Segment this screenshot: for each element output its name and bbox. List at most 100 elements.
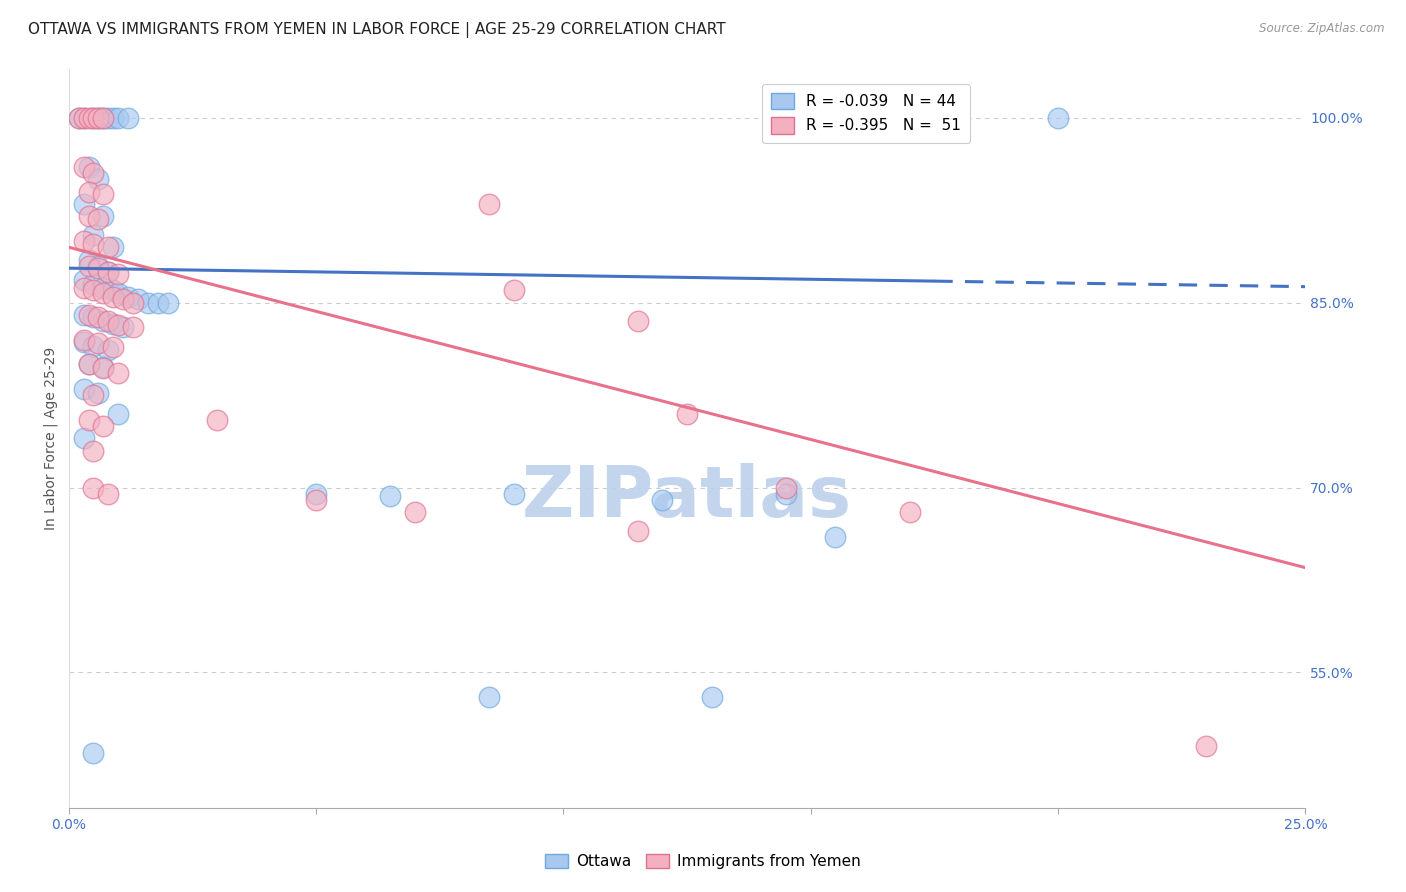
Point <box>305 492 328 507</box>
Point <box>72 111 94 125</box>
Point <box>93 418 115 433</box>
Point <box>97 111 120 125</box>
Point <box>82 746 104 760</box>
Point <box>205 413 228 427</box>
Point <box>77 160 100 174</box>
Text: ZIPatlas: ZIPatlas <box>522 463 852 532</box>
Point <box>478 690 501 704</box>
Point <box>103 289 125 303</box>
Point <box>72 333 94 347</box>
Point <box>97 486 120 500</box>
Point <box>103 111 125 125</box>
Point <box>87 111 110 125</box>
Point <box>651 492 673 507</box>
Text: Source: ZipAtlas.com: Source: ZipAtlas.com <box>1260 22 1385 36</box>
Point <box>82 443 104 458</box>
Point <box>97 314 120 328</box>
Point <box>824 530 846 544</box>
Point <box>82 111 104 125</box>
Legend: Ottawa, Immigrants from Yemen: Ottawa, Immigrants from Yemen <box>538 847 868 875</box>
Point <box>112 320 135 334</box>
Point <box>77 413 100 427</box>
Point <box>127 292 149 306</box>
Point <box>156 295 179 310</box>
Point <box>122 295 145 310</box>
Point <box>77 308 100 322</box>
Point <box>72 234 94 248</box>
Point <box>93 210 115 224</box>
Point <box>93 361 115 376</box>
Point <box>77 357 100 371</box>
Point <box>775 486 797 500</box>
Point <box>1195 739 1218 754</box>
Point <box>305 486 328 500</box>
Point <box>72 197 94 211</box>
Point <box>93 111 115 125</box>
Point <box>82 284 104 298</box>
Point <box>478 197 501 211</box>
Point <box>107 318 129 332</box>
Legend: R = -0.039   N = 44, R = -0.395   N =  51: R = -0.039 N = 44, R = -0.395 N = 51 <box>762 84 970 143</box>
Point <box>626 524 648 538</box>
Point <box>87 211 110 226</box>
Point <box>107 285 129 300</box>
Point <box>82 111 104 125</box>
Point <box>82 339 104 353</box>
Point <box>87 261 110 276</box>
Point <box>77 111 100 125</box>
Point <box>107 366 129 380</box>
Point <box>122 320 145 334</box>
Point <box>87 111 110 125</box>
Point <box>97 343 120 357</box>
Point <box>82 310 104 325</box>
Point <box>72 335 94 350</box>
Point <box>72 431 94 445</box>
Point <box>97 265 120 279</box>
Point <box>676 407 699 421</box>
Point <box>82 227 104 242</box>
Point <box>67 111 90 125</box>
Point <box>72 281 94 295</box>
Point <box>82 388 104 402</box>
Point <box>87 310 110 325</box>
Point <box>404 505 426 519</box>
Point <box>87 336 110 351</box>
Point <box>146 295 169 310</box>
Point <box>72 111 94 125</box>
Point <box>97 240 120 254</box>
Point <box>112 292 135 306</box>
Point <box>93 187 115 202</box>
Point <box>77 185 100 199</box>
Point <box>898 505 921 519</box>
Point <box>93 285 115 300</box>
Point <box>77 210 100 224</box>
Point <box>107 407 129 421</box>
Point <box>775 481 797 495</box>
Point <box>117 289 139 303</box>
Point <box>117 111 139 125</box>
Point <box>103 317 125 331</box>
Point <box>503 486 526 500</box>
Point <box>103 240 125 254</box>
Point <box>77 357 100 371</box>
Point <box>77 259 100 273</box>
Point <box>77 252 100 267</box>
Point <box>67 111 90 125</box>
Point <box>107 268 129 282</box>
Point <box>87 259 110 273</box>
Point <box>103 284 125 298</box>
Point <box>1047 111 1070 125</box>
Point <box>103 340 125 354</box>
Point <box>72 273 94 287</box>
Point <box>93 281 115 295</box>
Y-axis label: In Labor Force | Age 25-29: In Labor Force | Age 25-29 <box>44 347 58 530</box>
Point <box>72 308 94 322</box>
Point <box>93 314 115 328</box>
Point <box>700 690 723 704</box>
Point <box>380 489 402 503</box>
Point <box>107 111 129 125</box>
Point <box>503 284 526 298</box>
Point <box>97 265 120 279</box>
Point <box>93 359 115 374</box>
Point <box>82 166 104 180</box>
